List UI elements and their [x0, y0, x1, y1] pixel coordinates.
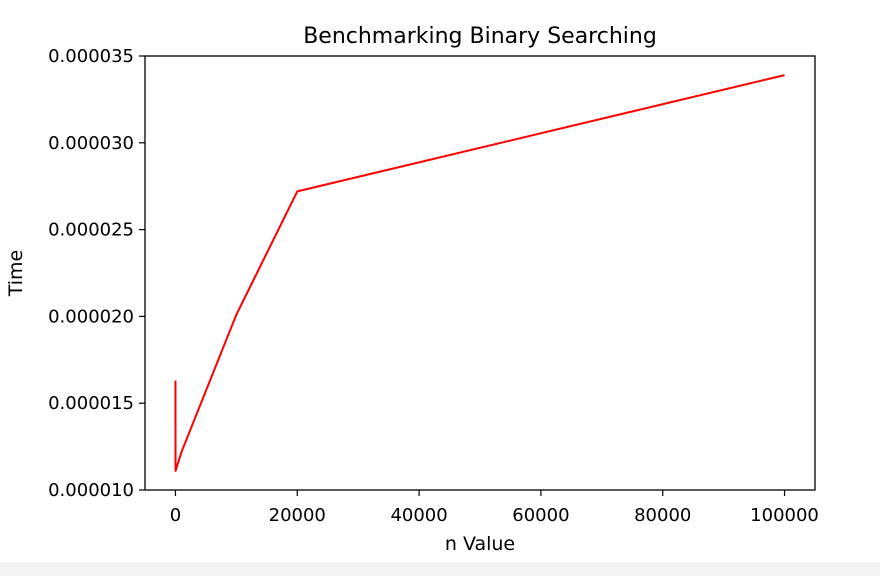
x-tick-label: 100000	[750, 505, 819, 526]
y-tick-label: 0.000010	[48, 480, 134, 501]
series-layer	[174, 74, 785, 472]
x-tick-label: 40000	[390, 505, 447, 526]
x-axis-label: n Value	[445, 533, 515, 555]
plot-area	[145, 56, 815, 490]
y-axis: 0.000010 0.000015 0.000020 0.000025 0.000030…	[48, 46, 145, 501]
x-tick-label: 0	[170, 505, 181, 526]
series-line	[174, 74, 785, 472]
plot-frame	[144, 55, 816, 491]
x-tick-label: 20000	[269, 505, 326, 526]
y-tick-label: 0.000035	[48, 46, 134, 67]
x-axis: 0 20000 40000 60000 80000 100000	[170, 490, 819, 526]
window-bottom-strip	[0, 562, 880, 576]
chart-title: Benchmarking Binary Searching	[303, 24, 657, 49]
y-tick-label: 0.000020	[48, 306, 134, 327]
y-axis-label: Time	[5, 250, 27, 298]
y-tick-label: 0.000025	[48, 220, 134, 241]
y-tick-label: 0.000015	[48, 393, 134, 414]
x-tick-label: 80000	[634, 505, 691, 526]
x-tick-label: 60000	[512, 505, 569, 526]
y-tick-label: 0.000030	[48, 133, 134, 154]
